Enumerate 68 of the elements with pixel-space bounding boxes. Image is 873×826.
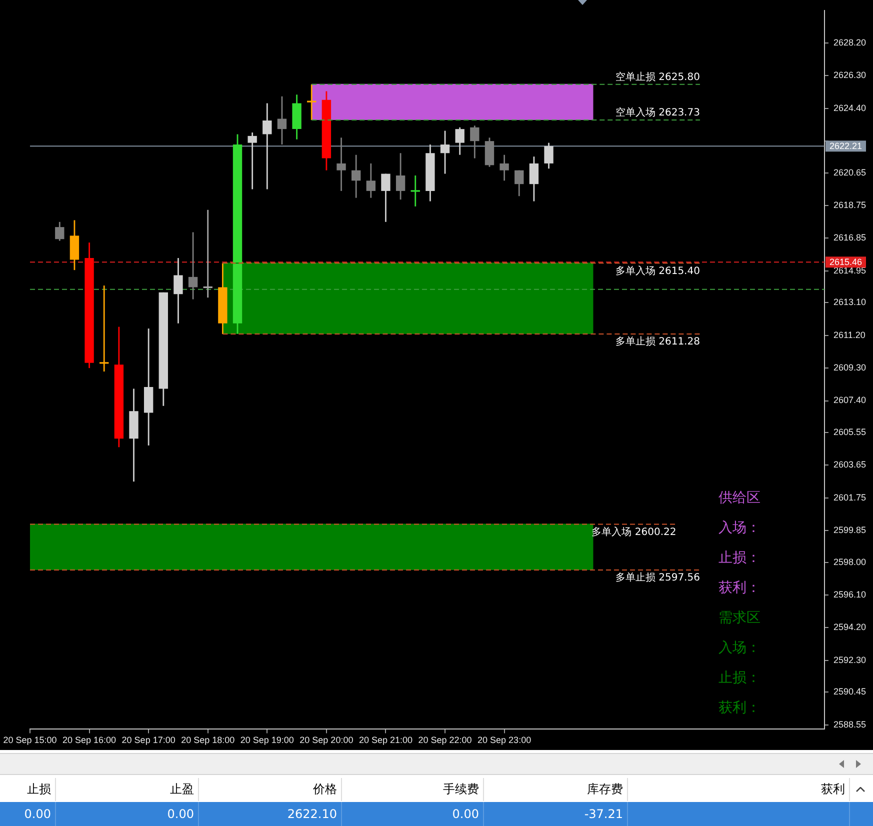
candlestick [514, 170, 524, 197]
y-tick-label: 2616.85 [833, 232, 866, 243]
candlestick [470, 124, 480, 159]
y-tick-label: 2598.00 [833, 556, 866, 567]
annotation: 止损： [718, 550, 760, 566]
y-tick-label: 2613.10 [833, 297, 866, 308]
x-tick-label: 20 Sep 17:00 [122, 735, 176, 746]
series-label: 多单入场 2600.22 [592, 526, 676, 538]
series-label: 空单止损 2625.80 [615, 70, 700, 83]
candlestick [248, 132, 257, 190]
annotation: 入场： [718, 520, 760, 536]
candlestick [174, 257, 183, 324]
y-tick-label: 2618.75 [833, 200, 866, 210]
series-label: 多单止损 2611.28 [615, 336, 700, 348]
x-tick-label: 20 Sep 15:00 [3, 735, 57, 746]
candlestick [203, 209, 212, 298]
series-label: 多单止损 2597.56 [615, 572, 700, 584]
candlestick [277, 96, 287, 146]
annotation: 获利： [718, 580, 760, 596]
candlestick [351, 154, 361, 199]
y-tick-label: 2603.65 [833, 460, 866, 470]
candlestick [440, 130, 450, 174]
y-tick-label: 2614.95 [833, 265, 866, 276]
x-tick-label: 20 Sep 18:00 [181, 735, 235, 746]
y-tick-label: 2596.10 [833, 590, 866, 600]
candlestick [396, 152, 406, 200]
candlestick [366, 162, 376, 199]
annotation: 需求区 [718, 610, 760, 626]
x-tick-label: 20 Sep 23:00 [478, 735, 532, 746]
candlestick [500, 154, 509, 182]
annotation: 获利： [718, 700, 760, 716]
x-tick-label: 20 Sep 21:00 [358, 735, 413, 746]
y-tick-label: 2601.75 [833, 492, 866, 502]
y-tick-label: 2624.40 [833, 102, 866, 113]
ref-line-label: 2615.46 [829, 257, 862, 268]
y-tick-label: 2611.20 [833, 330, 866, 340]
candlestick [544, 142, 554, 170]
y-tick-label: 2592.30 [833, 654, 866, 665]
series-label: 多单入场 2615.40 [615, 264, 700, 277]
ref-line-label: 2622.21 [829, 141, 862, 152]
x-tick-label: 20 Sep 19:00 [240, 735, 294, 746]
candlestick [529, 156, 539, 202]
x-tick-label: 20 Sep 22:00 [418, 735, 472, 746]
x-tick-label: 20 Sep 20:00 [300, 735, 354, 746]
x-tick-label: 20 Sep 16:00 [62, 735, 116, 746]
y-tick-label: 2626.30 [833, 70, 866, 80]
y-tick-label: 2590.45 [833, 686, 866, 697]
candlestick [55, 221, 64, 242]
y-tick-label: 2594.20 [833, 622, 866, 632]
candlestick [381, 173, 390, 223]
candlestick [188, 232, 198, 300]
y-tick-label: 2607.40 [833, 395, 866, 406]
annotation: 入场： [718, 640, 760, 656]
candlestick [262, 102, 272, 190]
annotation: 止损： [718, 670, 760, 686]
y-tick-label: 2599.85 [833, 525, 866, 536]
candlestick [336, 136, 346, 192]
y-tick-label: 2605.55 [833, 427, 866, 438]
candlestick [410, 174, 420, 208]
y-tick-label: 2628.20 [833, 38, 866, 48]
annotation: 供给区 [718, 490, 760, 506]
candlestick [455, 126, 464, 156]
candlestick [307, 84, 316, 121]
y-tick-label: 2588.55 [833, 719, 866, 730]
y-tick-label: 2609.30 [833, 362, 866, 373]
candlestick [100, 284, 109, 372]
y-tick-label: 2620.65 [833, 167, 866, 178]
series-label: 空单入场 2623.73 [615, 106, 700, 119]
